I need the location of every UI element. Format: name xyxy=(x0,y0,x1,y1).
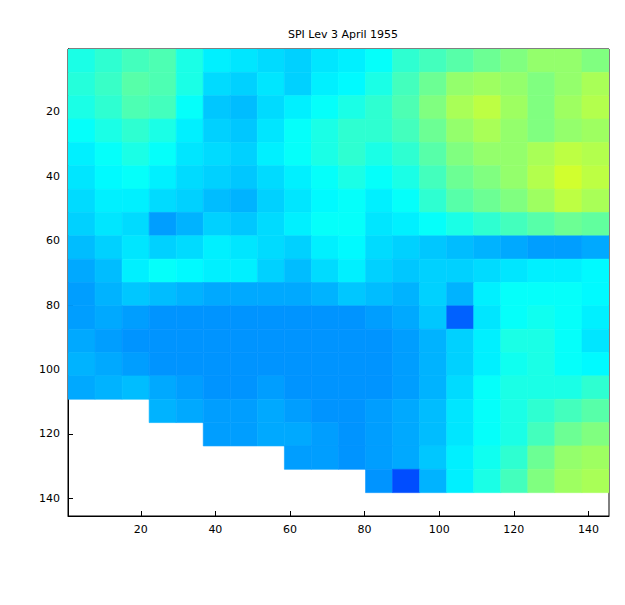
svg-text:120: 120 xyxy=(503,523,524,536)
svg-text:20: 20 xyxy=(46,105,60,118)
svg-text:120: 120 xyxy=(39,427,60,440)
svg-text:100: 100 xyxy=(39,363,60,376)
svg-text:140: 140 xyxy=(578,523,599,536)
svg-text:40: 40 xyxy=(208,523,222,536)
svg-text:100: 100 xyxy=(429,523,450,536)
svg-text:80: 80 xyxy=(358,523,372,536)
svg-text:80: 80 xyxy=(46,299,60,312)
svg-text:60: 60 xyxy=(46,234,60,247)
svg-text:SPI Lev 3 April 1955: SPI Lev 3 April 1955 xyxy=(288,28,398,41)
svg-text:20: 20 xyxy=(134,523,148,536)
svg-text:40: 40 xyxy=(46,170,60,183)
svg-text:140: 140 xyxy=(39,492,60,505)
svg-text:60: 60 xyxy=(283,523,297,536)
